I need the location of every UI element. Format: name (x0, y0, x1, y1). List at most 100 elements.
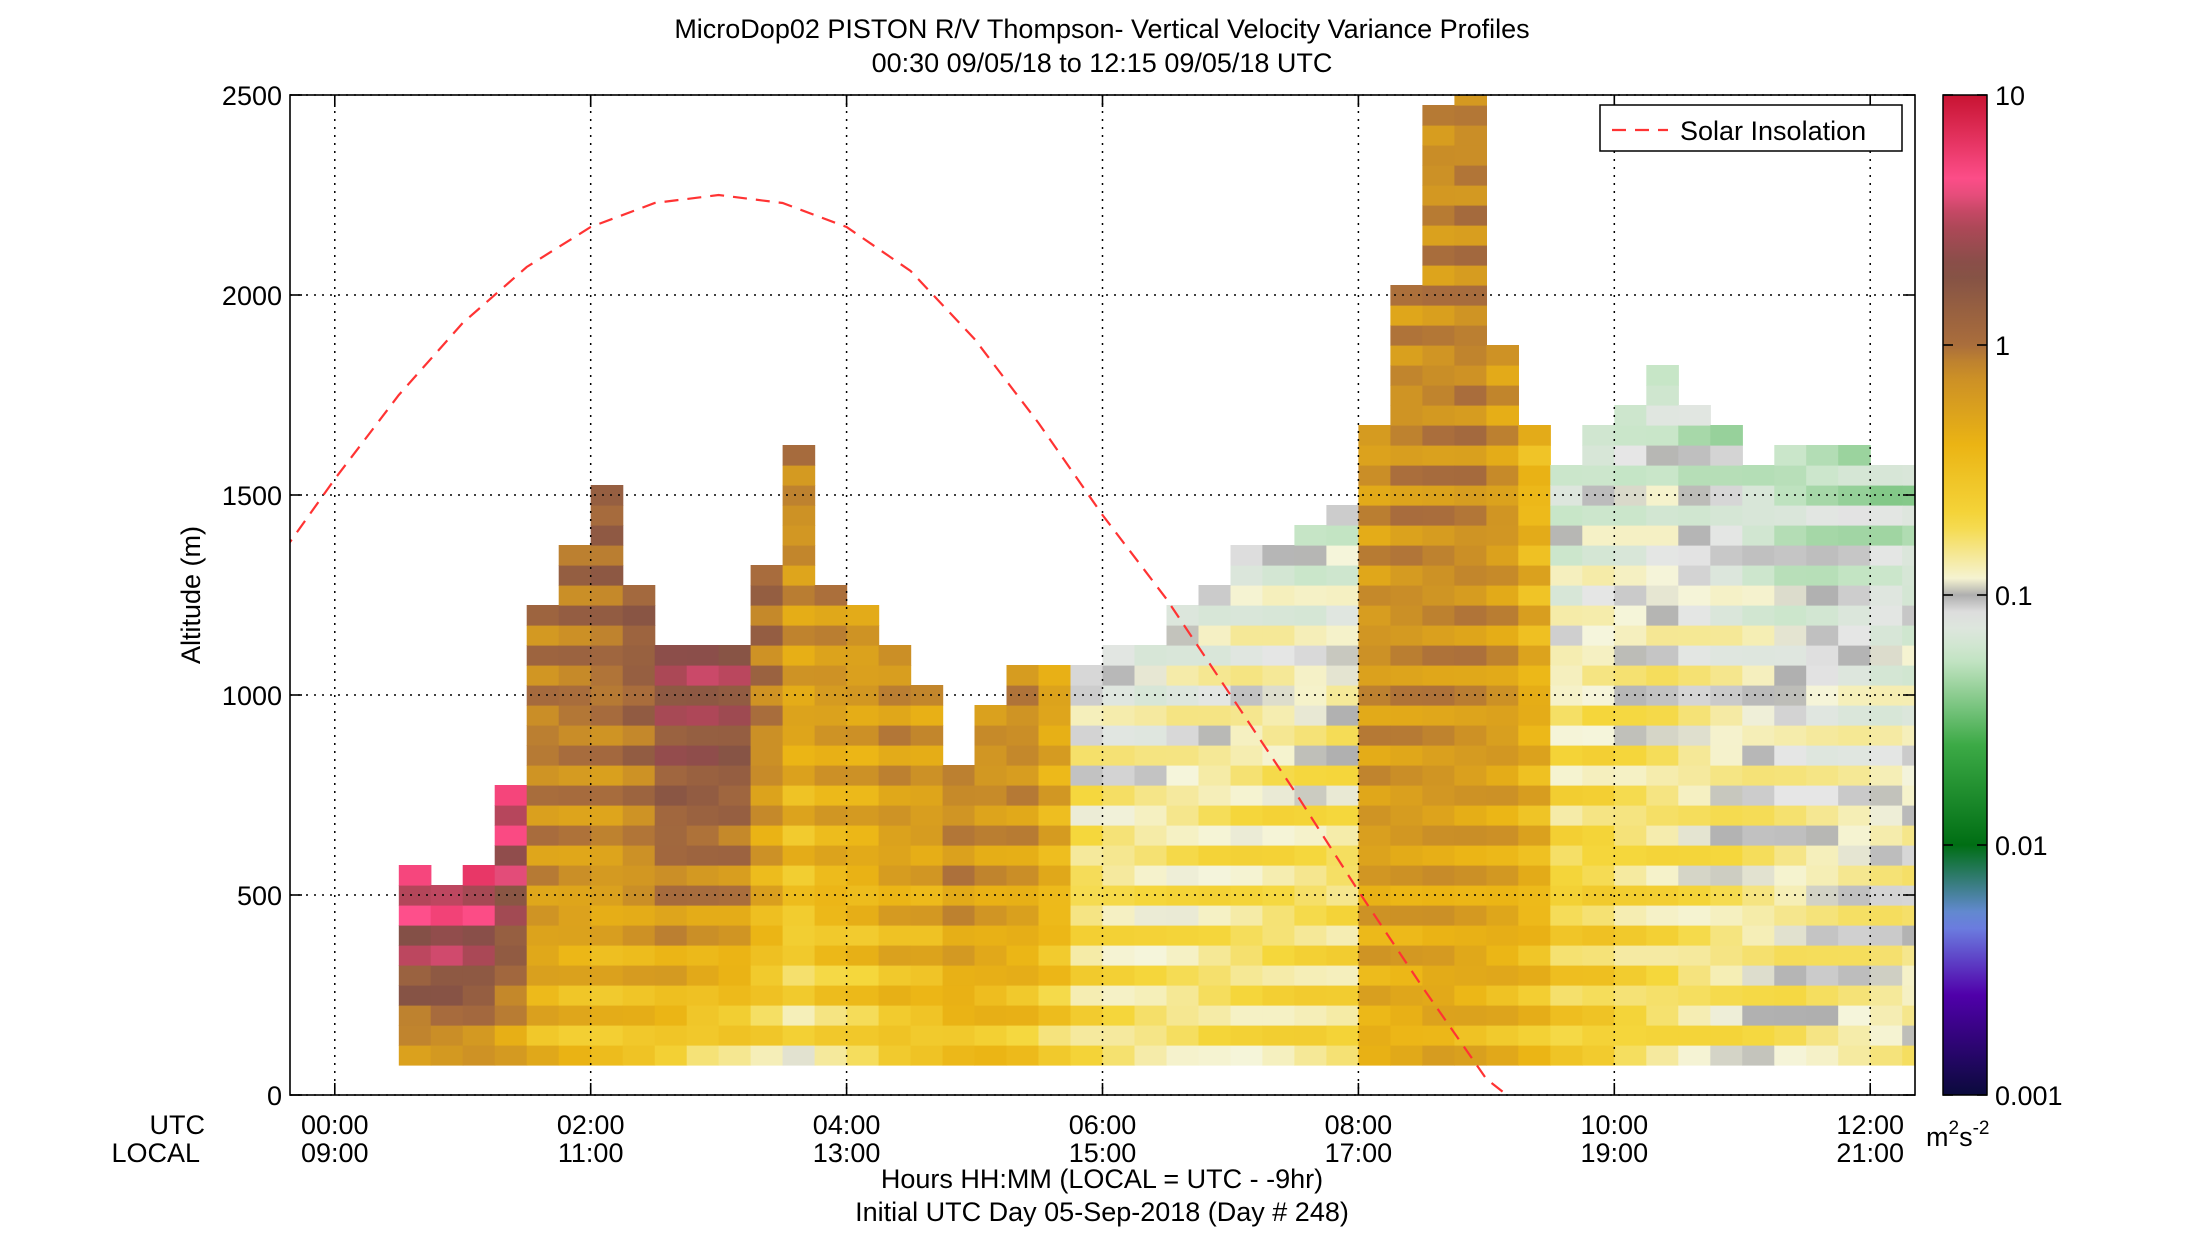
heatmap-cell (974, 885, 1008, 906)
heatmap-cell (1806, 545, 1839, 566)
heatmap-cell (782, 745, 816, 766)
heatmap-cell (1486, 585, 1519, 606)
heatmap-cell (1454, 445, 1487, 466)
heatmap-cell (1838, 965, 1871, 986)
heatmap-cell (1870, 885, 1903, 906)
heatmap-cell (1262, 865, 1295, 886)
heatmap-cell (1166, 1005, 1200, 1026)
heatmap-cell (1838, 645, 1871, 666)
heatmap-cell (1454, 1025, 1487, 1046)
heatmap-cell (910, 885, 944, 906)
heatmap-cell (1614, 965, 1647, 986)
heatmap-cell (558, 725, 592, 746)
heatmap-cell (590, 505, 624, 526)
heatmap-cell (1870, 665, 1903, 686)
heatmap-cell (1102, 865, 1136, 886)
heatmap-cell (590, 965, 624, 986)
x-tick-label-local: 21:00 (1836, 1138, 1904, 1168)
heatmap-cell (1358, 985, 1391, 1006)
heatmap-cell (1454, 165, 1487, 186)
heatmap-cell (910, 925, 944, 946)
heatmap-cell (974, 865, 1008, 886)
heatmap-cell (1646, 665, 1679, 686)
heatmap-cell (1486, 1005, 1519, 1026)
heatmap-cell (1646, 705, 1679, 726)
heatmap-cell (1390, 385, 1423, 406)
heatmap-cell (1710, 565, 1743, 586)
heatmap-cell (1070, 985, 1104, 1006)
heatmap-cell (1038, 665, 1072, 686)
heatmap-cell (1422, 885, 1455, 906)
heatmap-cell (686, 805, 720, 826)
heatmap-cell (1294, 545, 1327, 566)
heatmap-cell (1742, 545, 1775, 566)
heatmap-cell (1710, 765, 1743, 786)
heatmap-cell (1582, 645, 1615, 666)
heatmap-cell (1390, 485, 1423, 506)
heatmap-cell (654, 1005, 688, 1026)
heatmap-cell (846, 845, 880, 866)
heatmap-cell (1774, 705, 1807, 726)
heatmap-cell (1774, 1005, 1807, 1026)
heatmap-cell (462, 945, 496, 966)
heatmap-cell (590, 645, 624, 666)
heatmap-cell (1614, 885, 1647, 906)
heatmap-cell (1486, 445, 1519, 466)
heatmap-cell (1038, 725, 1072, 746)
colorbar-tick-label: 0.01 (1995, 831, 2048, 861)
heatmap-cell (1390, 465, 1423, 486)
heatmap-cell (1294, 1025, 1327, 1046)
heatmap-cell (1838, 745, 1871, 766)
heatmap-cell (1390, 445, 1423, 466)
heatmap-cell (1262, 665, 1295, 686)
heatmap-cell (1870, 945, 1903, 966)
heatmap-cell (1422, 765, 1455, 786)
heatmap-cell (494, 965, 528, 986)
heatmap-cell (1422, 405, 1455, 426)
heatmap-cell (1294, 925, 1327, 946)
heatmap-cell (1550, 985, 1583, 1006)
heatmap-cell (590, 985, 624, 1006)
y-tick-label: 2000 (222, 281, 282, 311)
heatmap-cell (622, 725, 656, 746)
heatmap-cell (1806, 485, 1839, 506)
heatmap-cell (782, 445, 816, 466)
heatmap-cell (814, 1045, 848, 1066)
heatmap-cell (1358, 725, 1391, 746)
heatmap-cell (1582, 545, 1615, 566)
heatmap-cell (782, 505, 816, 526)
heatmap-cell (1134, 685, 1168, 706)
heatmap-cell (878, 985, 912, 1006)
heatmap-cell (1166, 905, 1200, 926)
heatmap-cell (1710, 905, 1743, 926)
heatmap-cell (1774, 1025, 1807, 1046)
heatmap-cell (1326, 545, 1359, 566)
heatmap-cell (1358, 585, 1391, 606)
heatmap-cell (526, 865, 560, 886)
y-tick-label: 2500 (222, 81, 282, 111)
heatmap-cell (1806, 825, 1839, 846)
heatmap-cell (1550, 965, 1583, 986)
heatmap-cell (1102, 745, 1136, 766)
heatmap-cell (1230, 985, 1264, 1006)
heatmap-cell (590, 945, 624, 966)
heatmap-cell (1422, 1045, 1455, 1066)
heatmap-cell (1902, 865, 1915, 886)
heatmap-cell (846, 1005, 880, 1026)
heatmap-cell (814, 625, 848, 646)
heatmap-cell (1454, 225, 1487, 246)
heatmap-cell (1070, 705, 1104, 726)
heatmap-cell (1070, 905, 1104, 926)
heatmap-cell (430, 965, 464, 986)
heatmap-cell (1774, 505, 1807, 526)
heatmap-cell (942, 765, 976, 786)
heatmap-cell (1422, 925, 1455, 946)
heatmap-cell (1646, 905, 1679, 926)
heatmap-cell (1294, 705, 1327, 726)
heatmap-cell (942, 925, 976, 946)
heatmap-cell (1326, 785, 1359, 806)
heatmap-cell (1422, 905, 1455, 926)
colorbar: 10 1 0.1 0.01 0.001 m2s-2 (1926, 81, 2063, 1152)
colorbar-tick-label: 0.001 (1995, 1081, 2063, 1111)
heatmap-cell (1454, 325, 1487, 346)
